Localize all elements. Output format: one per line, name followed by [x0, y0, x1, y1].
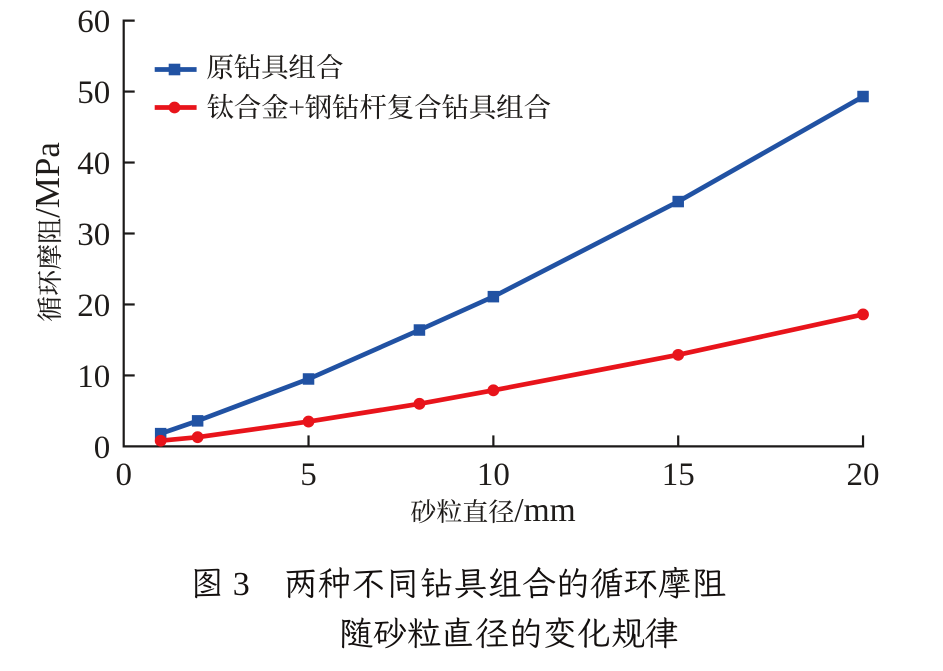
data-point-circle: [154, 434, 167, 447]
data-point-circle: [413, 397, 426, 410]
data-point-square: [154, 427, 167, 440]
y-tick-label-50: 50: [77, 74, 111, 111]
y-axis-title-content: 循环摩阻/MPa: [28, 142, 68, 322]
y-axis-title-text: 循环摩阻: [30, 217, 67, 322]
legend-label-composite-drill: 钛合金+钢钻杆复合钻具组合: [206, 85, 552, 125]
legend-marker-composite-drill: [154, 101, 197, 114]
legend-square-marker-icon: [168, 63, 181, 76]
x-tick-label-0: 0: [115, 457, 132, 493]
data-point-square: [857, 90, 869, 103]
figure-caption-line2: 随砂粒直径的变化规律: [338, 615, 679, 653]
data-point-square: [413, 324, 426, 336]
x-tick-label-20: 20: [846, 457, 880, 493]
series-line-composite-drill: [160, 312, 864, 444]
data-point-circle: [302, 415, 315, 428]
y-tick-label-20: 20: [77, 287, 111, 324]
legend-marker-original-drill: [154, 63, 197, 76]
y-tick-label-30: 30: [77, 216, 111, 253]
legend-label-original-drill: 原钻具组合: [206, 45, 344, 85]
x-axis-title-content: 砂粒直径/mm: [410, 492, 575, 530]
data-point-circle: [857, 308, 869, 321]
data-point-square: [302, 373, 315, 385]
y-axis-title-unit: /MPa: [28, 142, 67, 218]
x-tick-label-5: 5: [300, 457, 317, 493]
y-tick-label-40: 40: [77, 145, 111, 182]
x-axis-title-unit: /mm: [514, 492, 576, 529]
series-line-original-drill: [159, 94, 865, 436]
data-point-circle: [191, 431, 204, 444]
data-point-circle: [487, 384, 500, 397]
data-point-square: [191, 415, 204, 427]
y-tick-label-60: 60: [77, 3, 111, 40]
x-tick-label-10: 10: [476, 457, 510, 493]
y-tick-label-0: 0: [93, 429, 111, 466]
data-point-square: [487, 290, 500, 303]
x-tick-label-15: 15: [661, 457, 695, 493]
data-point-circle: [672, 348, 685, 361]
figure-caption-line1: 图 3 两种不同钻具组合的循环摩阻: [190, 566, 726, 603]
y-tick-label-10: 10: [77, 358, 111, 395]
data-point-square: [672, 195, 684, 208]
x-axis-title-text: 砂粒直径: [410, 492, 515, 529]
axis-spines: [122, 19, 865, 448]
legend-circle-marker-icon: [168, 101, 181, 114]
